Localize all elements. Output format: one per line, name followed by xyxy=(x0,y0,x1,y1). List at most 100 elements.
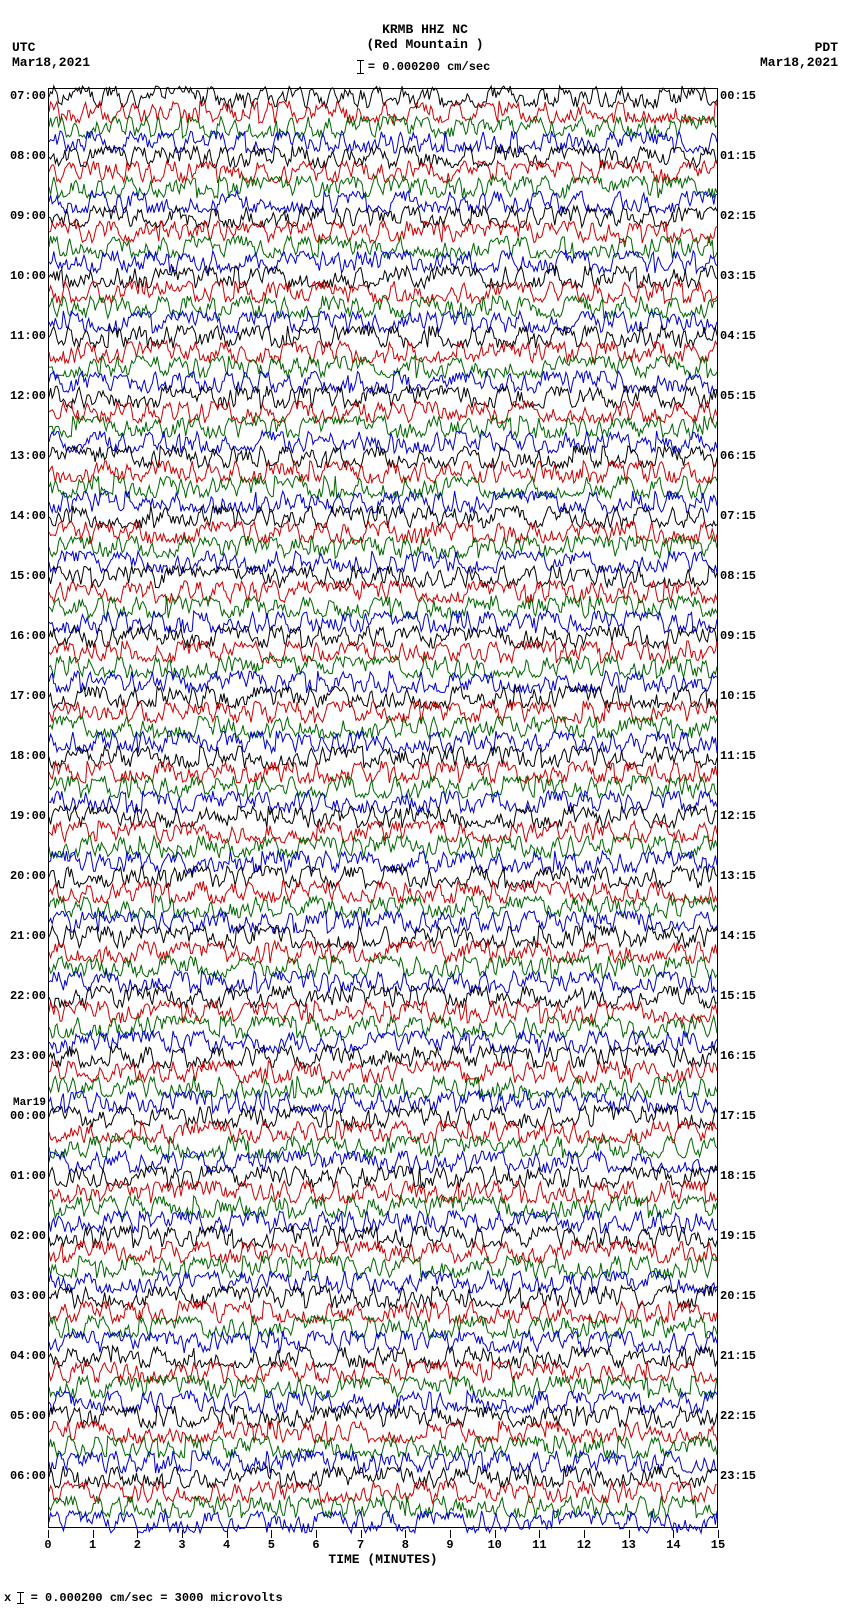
time-label: 21:15 xyxy=(720,1350,780,1362)
x-tick xyxy=(629,1530,630,1538)
time-label: 08:00 xyxy=(0,150,46,162)
x-tick-label: 10 xyxy=(487,1538,501,1552)
trace-row xyxy=(49,1409,717,1424)
x-tick-label: 4 xyxy=(223,1538,230,1552)
trace-row xyxy=(49,1109,717,1124)
time-label: 04:00 xyxy=(0,1350,46,1362)
time-label: 12:00 xyxy=(0,390,46,402)
x-tick xyxy=(93,1530,94,1538)
time-label: 16:15 xyxy=(720,1050,780,1062)
footer-scale: x = 0.000200 cm/sec = 3000 microvolts xyxy=(4,1591,283,1605)
trace-row xyxy=(49,1289,717,1304)
time-label: 09:00 xyxy=(0,210,46,222)
trace-row xyxy=(49,914,717,929)
trace-row xyxy=(49,299,717,314)
time-label: 05:00 xyxy=(0,1410,46,1422)
trace-row xyxy=(49,674,717,689)
trace-row xyxy=(49,884,717,899)
time-label: 07:15 xyxy=(720,510,780,522)
time-label: 17:00 xyxy=(0,690,46,702)
time-label: 01:00 xyxy=(0,1170,46,1182)
right-tz-label: PDT xyxy=(760,40,838,55)
trace-row xyxy=(49,1364,717,1379)
trace-row xyxy=(49,1334,717,1349)
date-marker: Mar19 xyxy=(0,1098,46,1109)
trace-row xyxy=(49,284,717,299)
time-label: 20:00 xyxy=(0,870,46,882)
seismogram-area xyxy=(48,88,718,1528)
trace-row xyxy=(49,1124,717,1139)
station-id: KRMB HHZ NC xyxy=(0,22,850,37)
trace-row xyxy=(49,1454,717,1469)
trace-row xyxy=(49,1214,717,1229)
trace-row xyxy=(49,104,717,119)
trace-row xyxy=(49,149,717,164)
time-label: 15:00 xyxy=(0,570,46,582)
time-label: 03:00 xyxy=(0,1290,46,1302)
scale-text: = 0.000200 cm/sec xyxy=(368,60,490,74)
trace-row xyxy=(49,989,717,1004)
time-label: 04:15 xyxy=(720,330,780,342)
x-tick xyxy=(227,1530,228,1538)
trace-row xyxy=(49,1199,717,1214)
time-label: 11:15 xyxy=(720,750,780,762)
time-label: 11:00 xyxy=(0,330,46,342)
time-label: 01:15 xyxy=(720,150,780,162)
trace-row xyxy=(49,314,717,329)
time-label: 10:15 xyxy=(720,690,780,702)
trace-row xyxy=(49,959,717,974)
time-label: 06:15 xyxy=(720,450,780,462)
trace-row xyxy=(49,404,717,419)
x-tick xyxy=(48,1530,49,1538)
time-label: 13:00 xyxy=(0,450,46,462)
x-tick xyxy=(450,1530,451,1538)
trace-row xyxy=(49,1049,717,1064)
trace-row xyxy=(49,419,717,434)
x-tick-label: 2 xyxy=(134,1538,141,1552)
trace-row xyxy=(49,1394,717,1409)
trace-row xyxy=(49,134,717,149)
trace-row xyxy=(49,1244,717,1259)
trace-row xyxy=(49,689,717,704)
trace-row xyxy=(49,389,717,404)
trace-row xyxy=(49,1349,717,1364)
trace-row xyxy=(49,1184,717,1199)
x-tick-label: 9 xyxy=(446,1538,453,1552)
x-tick xyxy=(495,1530,496,1538)
trace-row xyxy=(49,494,717,509)
trace-row xyxy=(49,1079,717,1094)
x-tick xyxy=(673,1530,674,1538)
x-tick xyxy=(137,1530,138,1538)
trace-row xyxy=(49,1064,717,1079)
time-label: 22:00 xyxy=(0,990,46,1002)
trace-row xyxy=(49,89,717,104)
trace-row xyxy=(49,1259,717,1274)
trace-row xyxy=(49,869,717,884)
trace-row xyxy=(49,659,717,674)
time-label: 02:00 xyxy=(0,1230,46,1242)
trace-row xyxy=(49,779,717,794)
trace-row xyxy=(49,1499,717,1514)
trace-row xyxy=(49,224,717,239)
trace-row xyxy=(49,374,717,389)
trace-row xyxy=(49,1019,717,1034)
x-tick xyxy=(584,1530,585,1538)
x-tick-label: 12 xyxy=(577,1538,591,1552)
time-label: 03:15 xyxy=(720,270,780,282)
left-tz-label: UTC xyxy=(12,40,90,55)
time-label: 18:15 xyxy=(720,1170,780,1182)
trace-row xyxy=(49,1169,717,1184)
trace-row xyxy=(49,614,717,629)
trace-row xyxy=(49,434,717,449)
time-label: 16:00 xyxy=(0,630,46,642)
trace-row xyxy=(49,644,717,659)
x-tick-label: 15 xyxy=(711,1538,725,1552)
pdt-time-labels: 00:1501:1502:1503:1504:1505:1506:1507:15… xyxy=(720,88,780,1528)
scale-bar-icon xyxy=(360,60,361,74)
time-label: 14:00 xyxy=(0,510,46,522)
trace-row xyxy=(49,119,717,134)
x-tick-label: 6 xyxy=(312,1538,319,1552)
time-label: 02:15 xyxy=(720,210,780,222)
trace-row xyxy=(49,1004,717,1019)
time-label: 00:15 xyxy=(720,90,780,102)
